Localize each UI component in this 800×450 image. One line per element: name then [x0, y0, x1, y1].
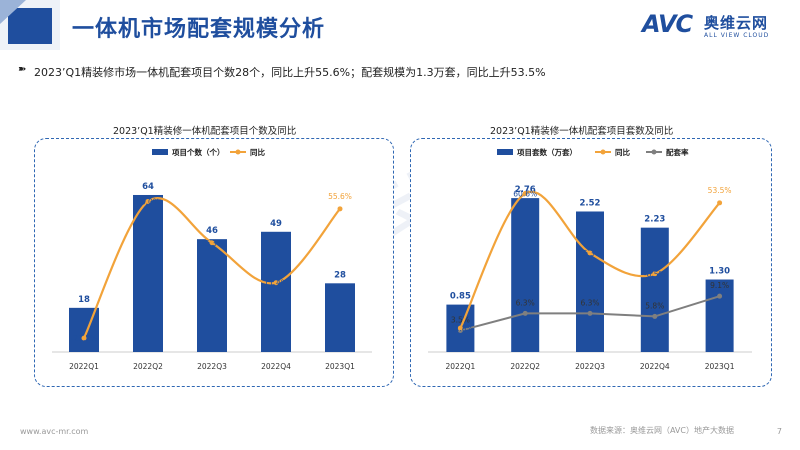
logo-english-text: ALL VIEW CLOUD — [704, 32, 770, 39]
chart1-tick-2023Q1: 2023Q1 — [705, 362, 735, 371]
chart1-bar-label-2022Q1: 0.85 — [450, 292, 471, 302]
chart0-tick-2022Q2: 2022Q2 — [133, 362, 163, 371]
chart0-legend-swatch-bar — [152, 149, 168, 155]
chart0-bar-label-2023Q1: 28 — [334, 270, 346, 280]
page-number: 7 — [776, 427, 782, 436]
chart1-rate-label-2022Q4: 5.8% — [645, 301, 664, 310]
chart0-yoy-point-2022Q2 — [145, 198, 151, 204]
chart0-yoy-label-2022Q2: 60.0% — [136, 197, 160, 206]
footer-url: www.avc-mr.com — [20, 427, 89, 436]
chart1-yoy-label-2023Q1: 53.5% — [708, 186, 732, 195]
chart1-bar-label-2022Q2: 2.76 — [515, 185, 536, 195]
chart0-yoy-point-2022Q4 — [273, 280, 279, 286]
page-title: 一体机市场配套规模分析 — [72, 17, 326, 42]
chart0-yoy-label-2023Q1: 55.6% — [328, 192, 352, 201]
chart0-tick-2023Q1: 2023Q1 — [325, 362, 355, 371]
bullet-arrow-icon: ➽ — [18, 64, 27, 75]
chart1-legend-label-1: 同比 — [615, 147, 630, 157]
summary-text: 2023’Q1精装修市场一体机配套项目个数28个，同比上升55.6%；配套规模为… — [34, 66, 546, 79]
chart0-yoy-point-2023Q1 — [337, 206, 343, 212]
footer-source: 数据来源：奥维云网（AVC）地产大数据 — [589, 426, 734, 435]
chart0-yoy-point-2022Q3 — [209, 240, 215, 246]
chart1-bar-label-2022Q4: 2.23 — [644, 215, 665, 225]
chart1-rate-point-2022Q4 — [652, 313, 658, 319]
chart0-legend-label-0: 项目个数（个） — [172, 147, 225, 157]
chart1-yoy-label-2022Q4: -0.5% — [644, 270, 666, 279]
chart1-yoy-point-2022Q4 — [652, 271, 658, 277]
chart0-yoy-label-2022Q3: 35.3% — [200, 239, 224, 248]
chart1-bar-label-2022Q3: 2.52 — [580, 198, 601, 208]
chart1-rate-point-2023Q1 — [717, 293, 723, 299]
chart1-yoy-point-2023Q1 — [717, 200, 723, 206]
chart1-yoy-point-2022Q3 — [587, 250, 593, 256]
chart1-yoy-point-2022Q2 — [522, 190, 528, 196]
chart1-yoy-label-2022Q1: -41.8% — [447, 324, 474, 333]
chart1-rate-label-2022Q3: 6.3% — [580, 298, 599, 307]
chart1-rate-label-2022Q2: 6.3% — [516, 298, 535, 307]
chart0-yoy-line — [83, 197, 341, 339]
chart1-tick-2022Q2: 2022Q2 — [510, 362, 540, 371]
logo-chinese-text: 奥维云网 — [704, 14, 769, 32]
chart1-rate-point-2022Q2 — [522, 310, 528, 316]
chart1-rate-label-2022Q1: 3.5% — [451, 316, 470, 325]
chart0-bar-2022Q3 — [197, 239, 227, 352]
chart0-legend-marker-1 — [235, 149, 241, 155]
chart1-yoy-label-2022Q2: 60.6% — [513, 189, 537, 198]
chart0-yoy-label-2022Q1: -21.7% — [71, 334, 98, 343]
chart1-bar-2022Q4 — [640, 227, 669, 352]
chart1-tick-2022Q3: 2022Q3 — [575, 362, 605, 371]
chart1-bar-2023Q1 — [705, 279, 734, 352]
chart0-bar-label-2022Q2: 64 — [142, 182, 154, 192]
chart1-bar-label-2023Q1: 1.30 — [709, 267, 730, 277]
chart0-bar-2022Q2 — [133, 194, 163, 352]
chart1-legend-marker-2 — [651, 149, 657, 155]
chart0-tick-2022Q1: 2022Q1 — [69, 362, 99, 371]
chart1-bar-2022Q2 — [511, 198, 540, 352]
chart0-bar-label-2022Q4: 49 — [270, 219, 282, 229]
title-corner-decoration — [0, 0, 60, 50]
chart1-yoy-point-2022Q1 — [457, 325, 463, 331]
chart0-bar-label-2022Q3: 46 — [206, 226, 218, 236]
chart1-legend-marker-1 — [600, 149, 606, 155]
chart1-legend-label-2: 配套率 — [666, 147, 689, 157]
right-chart-title: 2023’Q1精装修一体机配套项目套数及同比 — [490, 126, 674, 137]
chart0-tick-2022Q4: 2022Q4 — [261, 362, 291, 371]
chart0-yoy-label-2022Q4: 11.4% — [264, 279, 288, 288]
left-chart-title: 2023’Q1精装修一体机配套项目个数及同比 — [113, 126, 297, 137]
chart1-bar-2022Q3 — [576, 211, 604, 352]
chart1-legend-label-0: 项目套数（万套） — [517, 147, 577, 157]
chart0-yoy-point-2022Q1 — [81, 335, 87, 341]
chart0-bar-2022Q4 — [261, 231, 291, 352]
chart0-tick-2022Q3: 2022Q3 — [197, 362, 227, 371]
chart1-rate-point-2022Q3 — [587, 310, 593, 316]
chart1-rate-label-2023Q1: 9.1% — [710, 281, 729, 290]
chart0-bar-2023Q1 — [325, 283, 355, 352]
chart0-legend-label-1: 同比 — [250, 147, 265, 157]
logo-avc-text: AVC — [642, 10, 693, 38]
chart1-yoy-label-2022Q3: 15.3% — [578, 249, 602, 258]
avc-logo: AVC 奥维云网 ALL VIEW CLOUD — [642, 8, 782, 48]
chart1-tick-2022Q1: 2022Q1 — [446, 362, 476, 371]
chart1-yoy-line — [459, 190, 721, 329]
chart1-legend-swatch-bar — [497, 149, 513, 155]
chart1-tick-2022Q4: 2022Q4 — [640, 362, 670, 371]
chart0-bar-label-2022Q1: 18 — [78, 295, 90, 305]
